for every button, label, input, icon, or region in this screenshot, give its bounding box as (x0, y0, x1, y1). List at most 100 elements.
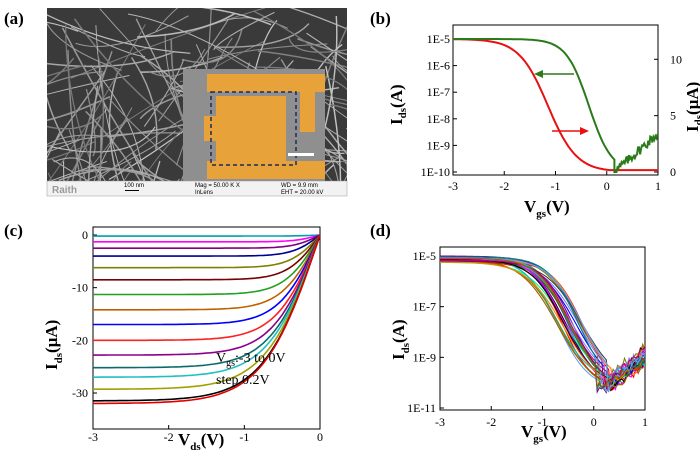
chart-c-xtick-label: -2 (164, 430, 174, 444)
chart-d-curve (440, 256, 645, 381)
nanowire (306, 32, 347, 61)
chart-b-xlabel: Vgs(V) (524, 197, 570, 220)
nanowire (47, 132, 61, 159)
nanowire (70, 26, 146, 58)
nanowire (155, 8, 179, 32)
nanowire (137, 12, 236, 38)
chart-c-annotation-line2: step 0.2V (216, 373, 270, 388)
nanowire (348, 100, 392, 221)
chart-d-xtick-label: -2 (486, 415, 496, 429)
chart-b-xtick-label: -1 (551, 179, 561, 193)
nanowire (47, 50, 175, 68)
chart-d-xtick-label: -3 (435, 415, 445, 429)
chart-c-ytick-label: -10 (72, 281, 88, 295)
chart-b-series-red (453, 38, 658, 172)
chart-b-ytick-label-left: 1E-7 (427, 85, 450, 99)
chart-c-curve (93, 234, 320, 281)
nanowire (47, 134, 103, 146)
nanowire (50, 126, 156, 153)
nanowire (98, 128, 102, 196)
nanowire (310, 45, 347, 74)
nanowire (108, 98, 217, 196)
nanowire (171, 193, 175, 196)
chart-c-curves (93, 234, 320, 405)
electrode-left-tab (204, 116, 216, 141)
sem-image: Raith 100 nm Mag = 50.00 K X InLens WD =… (46, 8, 392, 315)
chart-d-curve (440, 259, 645, 390)
nanowire (132, 152, 151, 196)
chart-b-ytick-label-left: 1E-6 (427, 59, 450, 73)
chart-d-ytick-label: 1E-5 (413, 249, 436, 263)
nanowire (322, 133, 347, 166)
sem-scale-label: 100 nm (124, 183, 144, 189)
chart-b-frame (452, 24, 659, 176)
nanowire (89, 118, 128, 196)
nanowire (323, 124, 347, 155)
chart-c-curve (93, 234, 320, 269)
chart-c-curve (93, 234, 320, 237)
nanowire (288, 38, 347, 53)
chart-b-xtick-label: 0 (604, 179, 610, 193)
chart-d-curves (440, 255, 645, 394)
nanowire (87, 85, 99, 196)
chart-d-ytick-label: 1E-9 (413, 350, 436, 364)
sem-scale-bar (125, 190, 139, 191)
chart-c-xlabel: Vds(V) (178, 430, 224, 450)
nanowire (75, 15, 189, 47)
chart-b-ytick-label-left: 1E-10 (421, 165, 450, 179)
chart-b-ytick-label-right: 5 (670, 109, 676, 123)
nanowire (297, 38, 347, 56)
nanowire (47, 21, 79, 32)
nanowire (47, 70, 106, 155)
chart-c-xtick-label: 0 (317, 430, 323, 444)
chart-b-ytick-label-left: 1E-8 (427, 112, 450, 126)
nanowire (47, 70, 103, 85)
nanowire (47, 141, 96, 161)
electrode-center-pad (216, 96, 286, 161)
chart-c-curve (93, 234, 320, 356)
chart-b-ylabel-right: Ids(μA) (683, 82, 700, 132)
chart-d-ytick-label: 1E-11 (407, 401, 436, 415)
chart-c-ylabel: Ids(μA) (42, 320, 65, 370)
chart-c-curve (93, 234, 320, 249)
chart-c-ticks: 0-10-20-30-3 -2 -1 0 (72, 228, 323, 444)
sem-wd: WD = 9.9 mm (281, 183, 318, 189)
nanowire (207, 43, 328, 60)
chart-d-xtick-label: 0 (591, 415, 597, 429)
chart-b-ytick-label-right: 0 (670, 165, 676, 179)
nanowire (328, 103, 347, 110)
nanowire (143, 59, 185, 127)
nanowire (47, 75, 130, 95)
sem-info-bar: Raith 100 nm Mag = 50.00 K X InLens WD =… (46, 180, 348, 197)
device-inset (183, 69, 325, 182)
chart-d-xtick-label: -1 (538, 415, 548, 429)
chart-b-xtick-label: -3 (448, 179, 458, 193)
chart-d-curve (440, 261, 645, 387)
sem-mag: Mag = 50.00 K X (195, 183, 240, 189)
nanowire (165, 203, 270, 288)
chart-c-curve (93, 234, 320, 378)
inset-scale-bar (288, 153, 314, 156)
chart-c-curve (93, 234, 320, 390)
nanowire (149, 160, 161, 196)
arrow-green (534, 70, 574, 78)
chart-c-ytick-label: 0 (82, 228, 88, 242)
chart-c-xtick-label: -3 (88, 430, 98, 444)
electrode-top (207, 74, 325, 92)
chart-d-ytick-label: 1E-7 (413, 300, 436, 314)
nanowire (101, 198, 213, 241)
nanowire (97, 201, 242, 315)
chart-d-curve (440, 256, 645, 390)
chart-b-ytick-label-left: 1E-9 (427, 138, 450, 152)
chart-c-curve (93, 234, 320, 257)
nanowire (47, 137, 84, 153)
chart-c-curve (93, 234, 320, 342)
sem-detector: InLens (195, 190, 213, 196)
chart-c-ytick-label: -30 (72, 386, 88, 400)
chart-c-xtick-label: -1 (239, 430, 249, 444)
inset-dashed-box (210, 91, 297, 166)
nanowire (57, 116, 102, 196)
nanowire (181, 28, 243, 64)
nanowire (201, 8, 272, 26)
